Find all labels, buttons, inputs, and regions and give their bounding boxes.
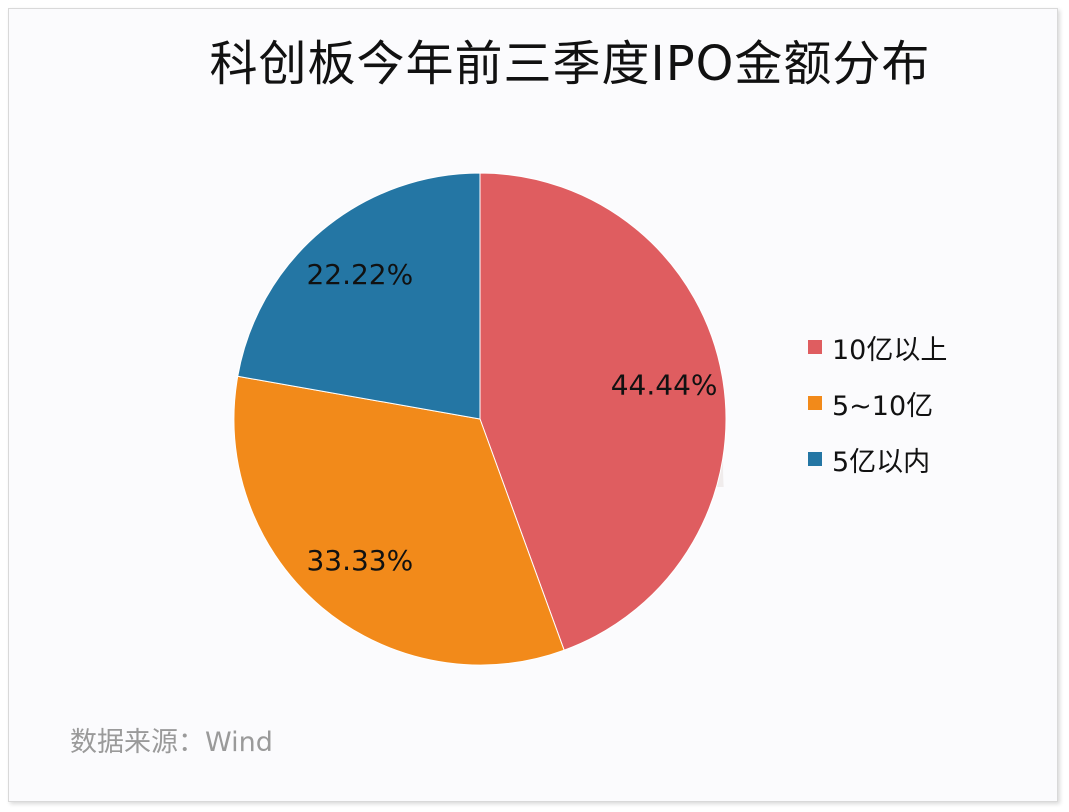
legend-swatch: [808, 396, 822, 410]
pie-slice: [479, 172, 727, 651]
legend: 10亿以上 5~10亿 5亿以内: [808, 328, 947, 496]
legend-swatch: [808, 340, 822, 354]
legend-item-10yi-above: 10亿以上: [808, 328, 947, 366]
legend-label: 5~10亿: [832, 390, 934, 422]
legend-label: 5亿以内: [832, 446, 931, 478]
pie-slice: [233, 375, 565, 666]
legend-item-5-10yi: 5~10亿: [808, 384, 947, 422]
chart-title: 科创板今年前三季度IPO金额分布: [209, 36, 931, 92]
legend-label: 10亿以上: [832, 334, 948, 366]
source-note: 数据来源：Wind: [70, 727, 273, 758]
pie-data-label: 33.33%: [306, 544, 413, 577]
pie-data-label: 44.44%: [611, 369, 718, 402]
legend-item-5yi-within: 5亿以内: [808, 440, 947, 478]
pie-slice: [237, 172, 481, 420]
pie-data-label: 22.22%: [306, 258, 413, 291]
legend-swatch: [808, 452, 822, 466]
